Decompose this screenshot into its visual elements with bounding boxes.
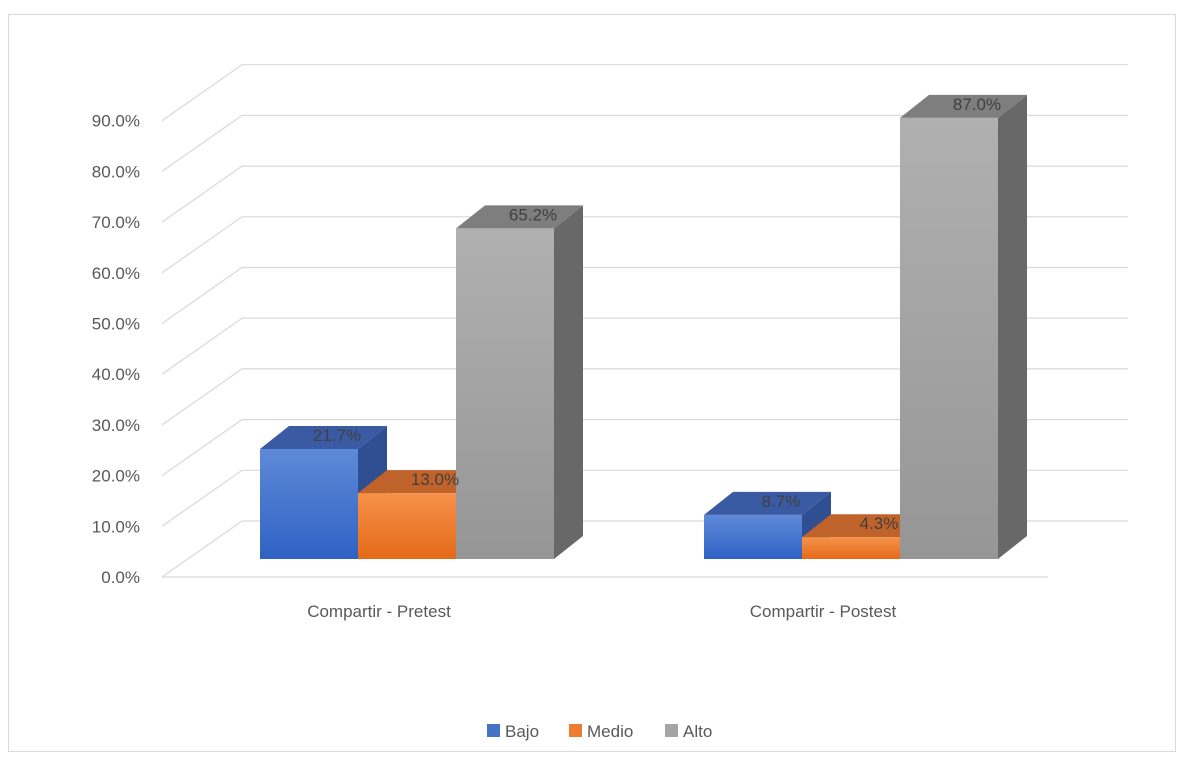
bar-top — [802, 514, 929, 538]
gridline — [161, 64, 1128, 122]
bar — [358, 493, 456, 559]
bar — [456, 228, 554, 559]
bar-top — [704, 491, 831, 515]
y-tick-label: 40.0% — [92, 365, 140, 384]
y-axis: 0.0% 10.0% 20.0% 30.0% 40.0% 50.0% 60.0% 70.0% 8… — [92, 112, 140, 587]
bar — [704, 514, 802, 559]
y-tick-label: 0.0% — [101, 568, 140, 587]
legend-entry: Medio — [587, 722, 633, 741]
gridline — [161, 317, 1128, 375]
bar-top — [358, 470, 485, 494]
x-tick-label: Compartir - Postest — [750, 602, 897, 621]
data-label: 87.0% — [953, 95, 1001, 114]
legend-entry: Bajo — [505, 722, 539, 741]
bar-side — [998, 94, 1027, 559]
y-tick-label: 50.0% — [92, 315, 140, 334]
y-tick-label: 30.0% — [92, 416, 140, 435]
gridline — [161, 469, 1128, 527]
data-label: 4.3% — [860, 514, 899, 533]
data-label: 21.7% — [313, 426, 361, 445]
gridline — [161, 419, 1128, 477]
bar-side — [554, 205, 583, 559]
data-label: 8.7% — [762, 492, 801, 511]
legend-swatch — [487, 724, 500, 737]
y-tick-label: 80.0% — [92, 162, 140, 181]
gridline — [161, 216, 1128, 274]
y-tick-label: 60.0% — [92, 264, 140, 283]
bar — [900, 117, 998, 559]
y-tick-label: 70.0% — [92, 213, 140, 232]
gridline — [161, 266, 1128, 324]
data-label: 13.0% — [411, 470, 459, 489]
y-tick-label: 20.0% — [92, 467, 140, 486]
gridline — [161, 165, 1128, 223]
bar-top — [456, 205, 583, 229]
data-labels: 21.7% 13.0% 65.2% 8.7% 4.3% 87.0% — [313, 95, 1001, 533]
bar-top — [260, 425, 387, 449]
legend-entry: Alto — [683, 722, 712, 741]
y-tick-label: 90.0% — [92, 112, 140, 131]
gridline — [161, 114, 1128, 172]
legend-swatch — [569, 724, 582, 737]
gridline — [161, 368, 1128, 426]
bar — [260, 448, 358, 559]
legend: Bajo Medio Alto — [487, 722, 712, 741]
bar-top — [900, 94, 1027, 118]
bars — [260, 94, 1027, 559]
bar — [802, 537, 900, 559]
legend-swatch — [665, 724, 678, 737]
x-axis: Compartir - Pretest Compartir - Postest — [307, 602, 896, 621]
x-tick-label: Compartir - Pretest — [307, 602, 451, 621]
y-tick-label: 10.0% — [92, 517, 140, 536]
data-label: 65.2% — [509, 205, 557, 224]
